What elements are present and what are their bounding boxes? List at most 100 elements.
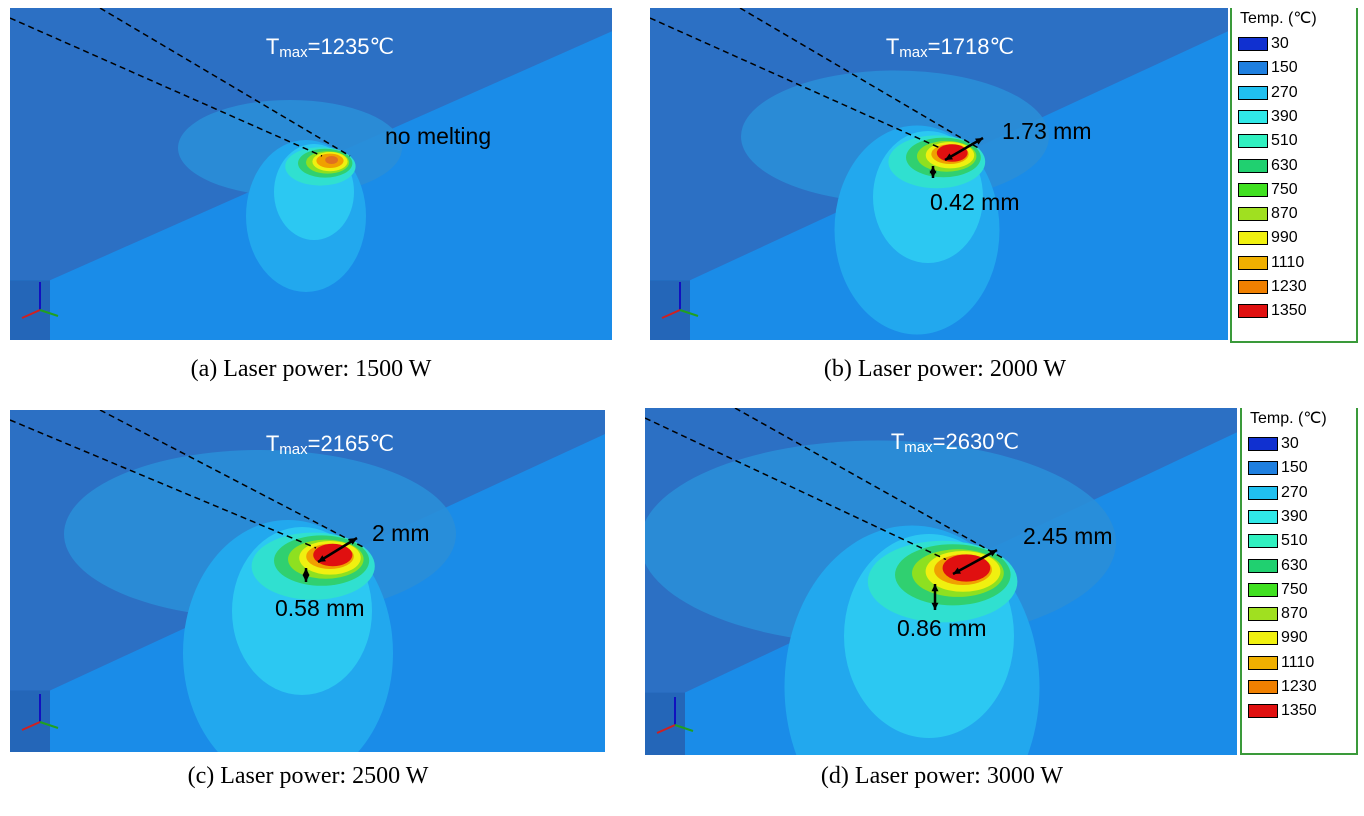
legend-label: 150 — [1271, 59, 1298, 77]
legend-swatch — [1238, 85, 1268, 100]
legend-label: 510 — [1281, 532, 1308, 550]
legend-swatch — [1248, 704, 1278, 719]
dimension-label: 0.42 mm — [930, 189, 1019, 215]
tmax-subscript: max — [279, 441, 308, 458]
legend-item: 990 — [1238, 226, 1298, 250]
simulation-panel: Tmax=1235℃ no melting — [10, 8, 612, 340]
side-face — [650, 280, 690, 340]
legend-label: 510 — [1271, 132, 1298, 150]
legend-swatch — [1248, 437, 1278, 451]
legend-item: 390 — [1248, 505, 1308, 529]
legend-item: 990 — [1248, 626, 1308, 650]
tmax-label: Tmax=1718℃ — [886, 34, 1014, 61]
legend-label: 750 — [1281, 580, 1308, 598]
legend-item: 30 — [1238, 32, 1289, 56]
legend-label: 750 — [1271, 180, 1298, 198]
arrow-head — [953, 567, 961, 574]
dimension-label: 2 mm — [372, 520, 430, 546]
tmax-label: Tmax=2165℃ — [266, 431, 394, 458]
dimension-arrow — [952, 548, 998, 576]
legend-item: 150 — [1238, 56, 1298, 80]
simulation-panel: Tmax=1718℃ 1.73 mm 0.42 mm — [650, 8, 1228, 340]
legend-label: 30 — [1271, 35, 1289, 52]
legend-item: 1230 — [1238, 275, 1307, 299]
legend-label: 270 — [1271, 83, 1298, 101]
legend-item: 750 — [1248, 578, 1308, 602]
side-face — [645, 692, 685, 755]
legend-item: 750 — [1238, 178, 1298, 202]
tmax-value: =1235℃ — [308, 34, 395, 59]
dimension-label: no melting — [385, 123, 491, 149]
tmax-label: Tmax=2630℃ — [891, 429, 1019, 456]
legend-title: Temp. (℃) — [1250, 410, 1327, 427]
legend-swatch — [1248, 655, 1278, 670]
legend-label: 1350 — [1281, 702, 1317, 720]
legend-swatch — [1248, 680, 1278, 694]
dimension-arrow — [944, 136, 984, 162]
legend-swatch — [1248, 582, 1278, 597]
axis-y — [39, 721, 59, 729]
legend-swatch — [1238, 158, 1268, 173]
tmax-symbol: T — [886, 34, 899, 59]
tmax-symbol: T — [891, 429, 904, 454]
legend-item: 1110 — [1238, 251, 1304, 275]
legend-item: 270 — [1248, 481, 1308, 505]
side-face — [10, 280, 50, 340]
legend-swatch — [1238, 231, 1268, 246]
tmax-value: =2165℃ — [308, 431, 395, 456]
arrow-head — [945, 153, 953, 160]
legend-item: 1350 — [1248, 699, 1317, 723]
legend-label: 390 — [1271, 107, 1298, 125]
scan-path — [734, 408, 1006, 561]
legend-label: 1110 — [1271, 253, 1305, 271]
arrow-head — [302, 574, 310, 582]
legend-swatch — [1248, 631, 1278, 646]
legend-item: 1350 — [1238, 299, 1307, 323]
legend-swatch — [1248, 534, 1278, 549]
legend-item: 630 — [1248, 554, 1308, 578]
legend-item: 510 — [1248, 529, 1308, 553]
legend-swatch — [1238, 304, 1268, 319]
caption: (d) Laser power: 3000 W — [820, 763, 1064, 789]
legend-label: 630 — [1281, 556, 1308, 574]
legend-swatch — [1238, 182, 1268, 197]
legend-item: 510 — [1238, 129, 1298, 153]
tmax-label: Tmax=1235℃ — [266, 34, 394, 61]
legend-title: Temp. (℃) — [1240, 10, 1317, 27]
axis-y — [679, 309, 699, 317]
simulation-panel: Tmax=2165℃ 2 mm 0.58 mm — [10, 410, 605, 752]
legend-label: 870 — [1281, 605, 1308, 623]
scan-path — [10, 17, 323, 157]
tmax-subscript: max — [279, 44, 308, 61]
legend-swatch — [1238, 280, 1268, 294]
scan-path — [99, 8, 351, 157]
dimension-label: 2.45 mm — [1023, 523, 1112, 549]
legend-label: 1350 — [1271, 302, 1307, 320]
legend-swatch — [1238, 61, 1268, 76]
legend-item: 150 — [1248, 456, 1308, 480]
legend-item: 870 — [1248, 602, 1308, 626]
legend-label: 870 — [1271, 205, 1298, 223]
legend-swatch — [1248, 509, 1278, 524]
legend-swatch — [1248, 461, 1278, 476]
arrow-head — [989, 550, 997, 557]
tmax-subscript: max — [899, 44, 928, 61]
axis-y — [39, 309, 59, 317]
legend-item: 30 — [1248, 432, 1299, 456]
caption: (b) Laser power: 2000 W — [823, 356, 1067, 382]
tmax-subscript: max — [904, 439, 933, 456]
legend-swatch — [1238, 134, 1268, 149]
legend-label: 1230 — [1271, 278, 1307, 295]
legend-item: 1230 — [1248, 675, 1317, 699]
axis-y — [674, 724, 694, 732]
legend-label: 30 — [1281, 435, 1299, 452]
tmax-symbol: T — [266, 34, 279, 59]
arrow-head — [302, 568, 310, 576]
dimension-arrow — [317, 536, 358, 564]
tmax-symbol: T — [266, 431, 279, 456]
legend-item: 1110 — [1248, 651, 1314, 675]
legend-label: 270 — [1281, 483, 1308, 501]
caption: (c) Laser power: 2500 W — [187, 763, 429, 789]
legend-item: 870 — [1238, 202, 1298, 226]
